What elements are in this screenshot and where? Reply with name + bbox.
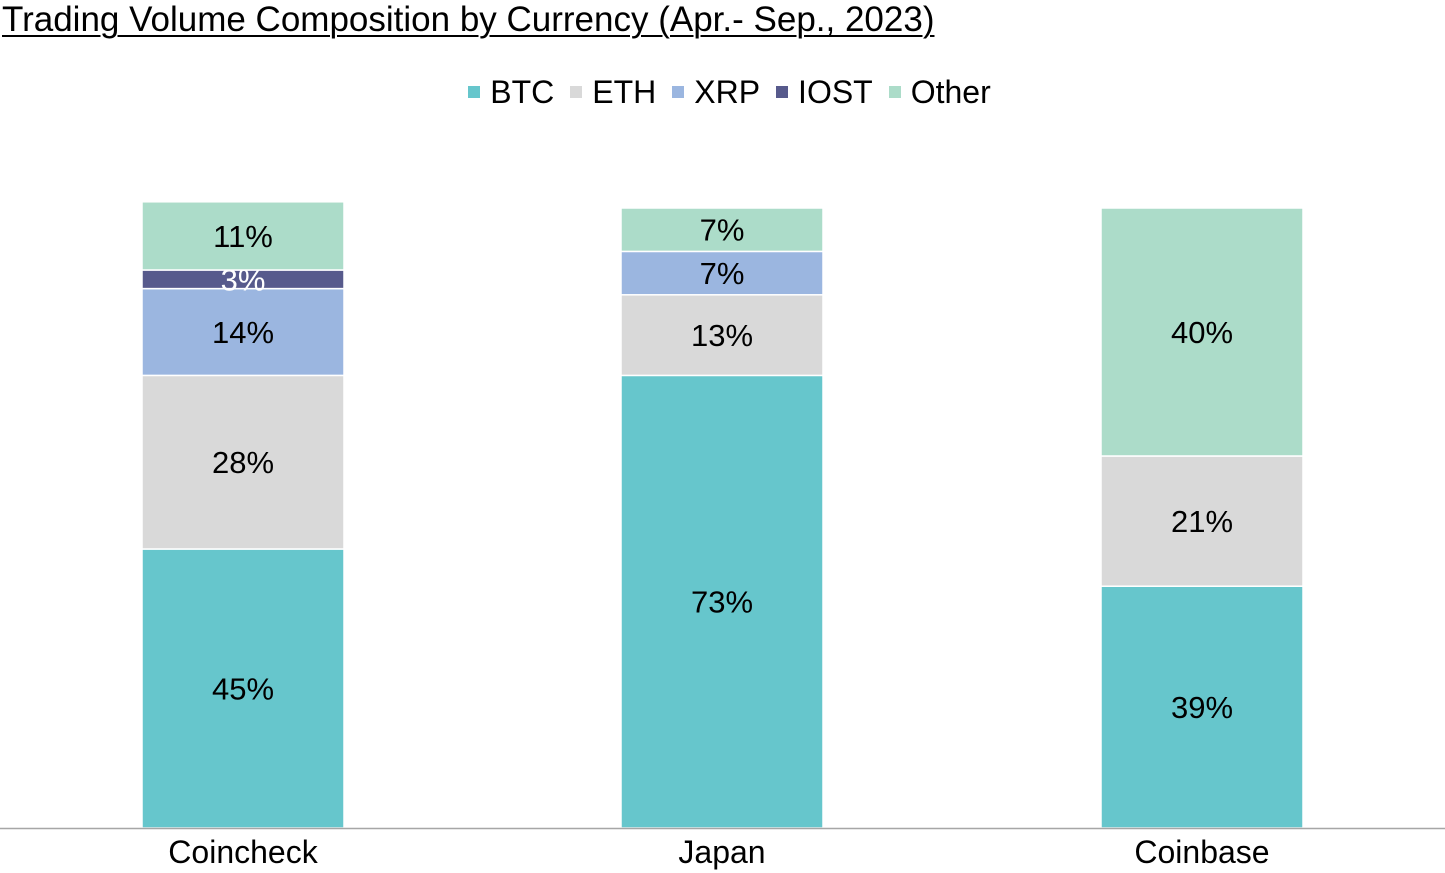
legend-label-btc: BTC: [490, 74, 555, 110]
data-label-coincheck-xrp: 14%: [212, 315, 274, 350]
legend-swatch-iost: [776, 86, 789, 98]
data-label-coinbase-other: 40%: [1171, 315, 1233, 350]
data-label-coinbase-eth: 21%: [1171, 504, 1233, 539]
legend-label-xrp: XRP: [694, 74, 761, 110]
x-tick-label-coincheck: Coincheck: [168, 834, 318, 870]
bar-coincheck-other[interactable]: [141, 201, 345, 271]
data-label-japan-xrp: 7%: [700, 256, 745, 291]
legend-swatch-other: [888, 86, 901, 98]
legend-item-btc[interactable]: BTC: [468, 72, 554, 112]
bar-coinbase-eth[interactable]: [1100, 455, 1304, 587]
bar-coinbase-other[interactable]: [1100, 207, 1304, 457]
x-tick-label-coinbase: Coinbase: [1134, 834, 1269, 870]
data-label-coincheck-other: 11%: [213, 219, 273, 254]
legend-swatch-btc: [468, 86, 481, 98]
legend-label-iost: IOST: [798, 74, 873, 110]
bar-japan-other[interactable]: [620, 207, 824, 253]
bar-coincheck-eth[interactable]: [141, 374, 345, 550]
bar-japan-btc[interactable]: [620, 374, 824, 829]
chart-title: Trading Volume Composition by Currency (…: [2, 0, 935, 39]
data-label-coincheck-btc: 45%: [212, 672, 274, 707]
data-label-japan-eth: 13%: [691, 318, 753, 353]
legend: BTC ETH XRP IOST Other: [0, 72, 1445, 112]
data-label-coinbase-btc: 39%: [1171, 690, 1233, 725]
bar-coinbase-btc[interactable]: [1100, 585, 1304, 829]
legend-swatch-eth: [570, 86, 583, 98]
data-label-japan-other: 7%: [700, 213, 745, 248]
x-tick-label-japan: Japan: [678, 834, 765, 870]
legend-label-eth: ETH: [592, 74, 657, 110]
legend-item-xrp[interactable]: XRP: [672, 72, 760, 112]
legend-item-other[interactable]: Other: [888, 72, 991, 112]
legend-swatch-xrp: [672, 86, 685, 98]
bar-japan-eth[interactable]: [620, 294, 824, 377]
bar-japan-xrp[interactable]: [620, 250, 824, 296]
legend-label-other: Other: [910, 74, 991, 110]
data-label-japan-btc: 73%: [691, 585, 753, 620]
legend-item-eth[interactable]: ETH: [570, 72, 656, 112]
legend-item-iost[interactable]: IOST: [776, 72, 873, 112]
data-label-coincheck-eth: 28%: [212, 445, 274, 480]
